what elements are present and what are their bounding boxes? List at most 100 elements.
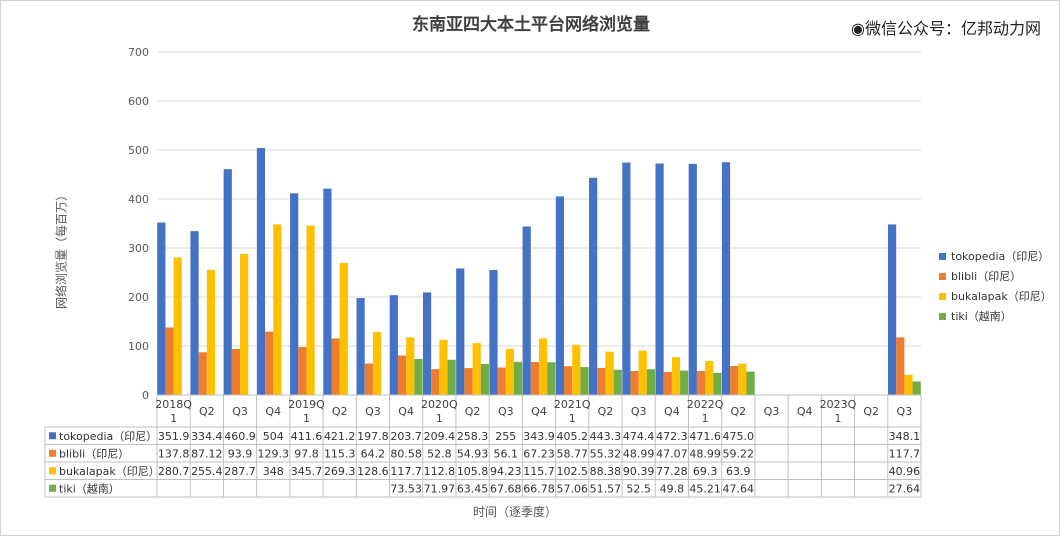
- bar-0-13: [589, 177, 598, 395]
- bar-2-8: [439, 339, 448, 395]
- watermark-text: ◉微信公众号：亿邦动力网: [851, 19, 1041, 38]
- data-label: 258.3: [457, 430, 489, 443]
- data-label: 112.8: [424, 465, 456, 478]
- data-label: 48.99: [623, 447, 655, 460]
- data-label: 97.8: [294, 447, 319, 460]
- x-tick-label: Q3: [764, 405, 780, 418]
- data-label: 27.64: [889, 482, 921, 495]
- bar-1-10: [497, 367, 506, 395]
- x-tick-label: 1: [303, 412, 310, 425]
- data-label: 64.2: [361, 447, 386, 460]
- data-label: 255.4: [191, 465, 223, 478]
- data-label: 77.28: [656, 465, 688, 478]
- data-label: 45.21: [689, 482, 721, 495]
- bar-2-10: [505, 348, 514, 395]
- bar-0-3: [256, 148, 266, 395]
- x-tick-label: Q3: [232, 405, 248, 418]
- bar-1-5: [331, 338, 340, 395]
- x-tick-label: 1: [569, 412, 576, 425]
- data-label: 71.97: [424, 482, 456, 495]
- bar-2-6: [372, 331, 382, 395]
- bar-0-0: [157, 222, 166, 395]
- x-tick-label: Q2: [730, 405, 746, 418]
- x-tick-label: Q4: [664, 405, 680, 418]
- bar-2-17: [738, 363, 747, 395]
- bar-1-11: [530, 362, 539, 395]
- bar-3-9: [480, 363, 489, 395]
- data-label: 80.58: [390, 447, 422, 460]
- y-tick-label: 300: [128, 242, 149, 255]
- bar-3-22: [912, 381, 921, 395]
- bar-2-14: [638, 350, 647, 395]
- data-label: 73.53: [390, 482, 422, 495]
- x-tick-label: 2019Q: [288, 398, 325, 411]
- bar-1-1: [198, 352, 207, 395]
- x-tick-label: Q2: [465, 405, 481, 418]
- bar-0-16: [688, 163, 697, 395]
- legend-swatch: [939, 252, 946, 260]
- data-label: 52.5: [626, 482, 651, 495]
- legend-item: tiki（越南）: [939, 307, 1052, 325]
- data-label: 460.9: [224, 430, 256, 443]
- legend-label: bukalapak（印尼）: [951, 290, 1052, 303]
- data-label: 115.3: [324, 447, 356, 460]
- data-label: 334.4: [191, 430, 223, 443]
- y-tick-label: 700: [128, 46, 149, 59]
- data-label: 48.99: [689, 447, 721, 460]
- legend-swatch: [939, 272, 946, 280]
- data-label: 57.06: [556, 482, 588, 495]
- x-tick-label: Q3: [631, 405, 647, 418]
- legend-label: tiki（越南）: [951, 310, 1012, 323]
- bar-0-8: [422, 292, 432, 395]
- bar-3-13: [613, 369, 622, 395]
- legend-item: blibli（印尼）: [939, 267, 1052, 285]
- bar-2-2: [240, 254, 249, 395]
- data-label: 255: [495, 430, 516, 443]
- bar-3-16: [713, 372, 722, 395]
- bar-2-12: [572, 344, 581, 395]
- data-label: 63.45: [457, 482, 489, 495]
- bar-0-15: [655, 163, 664, 395]
- x-tick-label: 2018Q: [155, 398, 192, 411]
- data-label: 93.9: [228, 447, 253, 460]
- data-label: 117.7: [390, 465, 422, 478]
- x-tick-label: Q4: [797, 405, 813, 418]
- bar-0-14: [622, 162, 631, 395]
- bar-1-13: [597, 367, 606, 395]
- y-tick-label: 200: [128, 291, 149, 304]
- legend-item: tokopedia（印尼）: [939, 247, 1052, 265]
- data-label: 49.8: [660, 482, 685, 495]
- bar-1-8: [431, 369, 440, 395]
- bar-1-2: [231, 348, 241, 395]
- data-label: 474.4: [623, 430, 655, 443]
- x-tick-label: Q4: [265, 405, 281, 418]
- bar-3-17: [746, 371, 755, 395]
- data-label: 94.23: [490, 465, 522, 478]
- bar-2-1: [206, 269, 216, 395]
- data-label: 345.7: [291, 465, 323, 478]
- x-tick-label: 2020Q: [421, 398, 458, 411]
- bar-2-7: [406, 337, 415, 395]
- data-label: 411.6: [291, 430, 323, 443]
- bar-2-4: [306, 225, 315, 395]
- bar-0-11: [522, 226, 531, 395]
- data-label: 88.38: [590, 465, 622, 478]
- legend-item: bukalapak（印尼）: [939, 287, 1052, 305]
- chart-title: 东南亚四大本土平台网络浏览量: [412, 15, 650, 35]
- chart-legend: tokopedia（印尼） blibli（印尼） bukalapak（印尼） tiki…: [939, 247, 1052, 327]
- table-legend-key-3: [49, 484, 56, 492]
- data-label: 269.3: [324, 465, 356, 478]
- legend-label: blibli（印尼）: [951, 270, 1022, 283]
- x-tick-label: Q3: [498, 405, 514, 418]
- data-label: 67.68: [490, 482, 522, 495]
- bar-3-14: [646, 369, 656, 395]
- data-label: 471.6: [689, 430, 721, 443]
- data-label: 59.22: [723, 447, 755, 460]
- bar-3-12: [580, 367, 589, 395]
- bar-0-17: [721, 162, 731, 395]
- bar-0-6: [356, 298, 365, 395]
- data-label: 351.9: [158, 430, 190, 443]
- data-label: 137.8: [158, 447, 190, 460]
- data-label: 443.3: [590, 430, 622, 443]
